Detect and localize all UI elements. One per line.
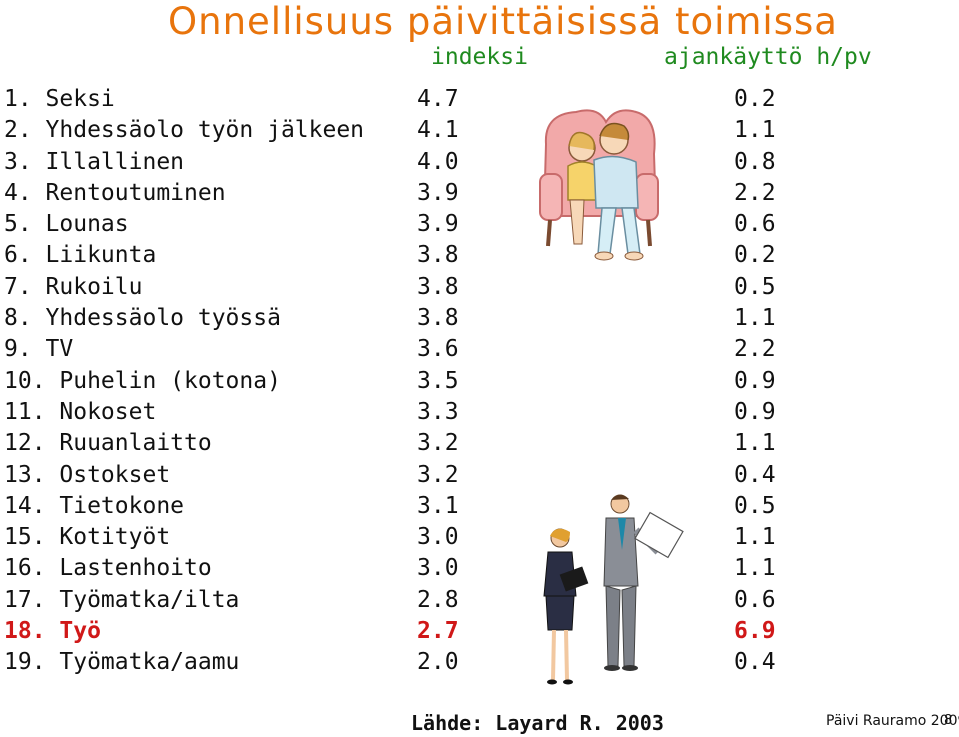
happiness-index: 3.8 [417, 305, 459, 332]
table-row: 18. Työ 2.7 6.9 [0, 618, 959, 649]
happiness-index: 2.0 [417, 649, 459, 676]
happiness-index: 4.7 [417, 86, 459, 112]
time-use-hours: 0.2 [734, 242, 776, 269]
happiness-index: 3.0 [417, 524, 459, 551]
activity-label: 15. Kotityöt [4, 524, 171, 551]
happiness-index: 3.5 [417, 367, 459, 394]
table-row: 9. TV 3.6 2.2 [0, 336, 959, 367]
time-use-hours: 0.9 [734, 398, 776, 425]
time-use-hours: 1.1 [734, 555, 776, 582]
activity-label: 4. Rentoutuminen [4, 179, 226, 206]
activity-table: 1. Seksi 4.7 0.2 2. Yhdessäolo työn jälkeen… [0, 86, 959, 681]
time-use-hours: 0.6 [734, 586, 776, 613]
activity-label: 10. Puhelin (kotona) [4, 367, 281, 394]
activity-label: 19. Työmatka/aamu [4, 649, 240, 676]
happiness-index: 3.9 [417, 179, 459, 206]
table-row: 6. Liikunta 3.8 0.2 [0, 242, 959, 273]
couple-illustration [539, 109, 659, 261]
activity-label: 16. Lastenhoito [4, 555, 212, 582]
office-workers-illustration [543, 494, 684, 685]
table-row: 4. Rentoutuminen 3.9 2.2 [0, 180, 959, 211]
activity-label: 13. Ostokset [4, 461, 171, 488]
author-credit: Päivi Rauramo 2009 [826, 713, 959, 729]
table-row: 5. Lounas 3.9 0.6 [0, 211, 959, 242]
table-row: 14. Tietokone 3.1 0.5 [0, 493, 959, 524]
time-use-hours: 0.6 [734, 211, 776, 238]
time-use-hours: 0.8 [734, 148, 776, 175]
activity-label: 9. TV [4, 336, 74, 363]
activity-label: 12. Ruuanlaitto [4, 430, 212, 457]
happiness-index: 3.1 [417, 492, 459, 519]
table-row: 11. Nokoset 3.3 0.9 [0, 399, 959, 430]
time-use-hours: 1.1 [734, 524, 776, 551]
source-citation: Lähde: Layard R. 2003 [411, 711, 664, 735]
happiness-index: 4.0 [417, 148, 459, 175]
table-row: 15. Kotityöt 3.0 1.1 [0, 524, 959, 555]
activity-label: 14. Tietokone [4, 492, 185, 519]
activity-label: 11. Nokoset [4, 398, 157, 425]
activity-label: 8. Yhdessäolo työssä [4, 305, 281, 332]
time-use-hours: 0.9 [734, 367, 776, 394]
happiness-index: 3.8 [417, 242, 459, 269]
activity-label: 5. Lounas [4, 211, 129, 238]
activity-label: 6. Liikunta [4, 242, 157, 269]
activity-label: 7. Rukoilu [4, 273, 143, 300]
activity-label: 18. Työ [4, 618, 101, 645]
activity-label: 17. Työmatka/ilta [4, 586, 240, 613]
table-row: 17. Työmatka/ilta 2.8 0.6 [0, 587, 959, 618]
page-number: 8 [944, 713, 953, 728]
time-use-hours: 0.4 [734, 649, 776, 676]
time-use-hours: 1.1 [734, 117, 776, 144]
time-use-hours: 1.1 [734, 305, 776, 332]
table-row: 19. Työmatka/aamu 2.0 0.4 [0, 649, 959, 680]
time-use-hours: 0.2 [734, 86, 776, 112]
time-use-hours: 0.5 [734, 492, 776, 519]
time-use-hours: 2.2 [734, 336, 776, 363]
time-column-header: ajankäyttö h/pv [664, 44, 872, 70]
happiness-index: 4.1 [417, 117, 459, 144]
time-use-hours: 0.4 [734, 461, 776, 488]
time-use-hours: 2.2 [734, 179, 776, 206]
table-row: 2. Yhdessäolo työn jälkeen 4.1 1.1 [0, 117, 959, 148]
index-column-header: indeksi [431, 44, 528, 70]
time-use-hours: 6.9 [734, 618, 776, 645]
happiness-index: 3.2 [417, 430, 459, 457]
happiness-index: 2.7 [417, 618, 459, 645]
table-row: 12. Ruuanlaitto 3.2 1.1 [0, 430, 959, 461]
page-title: Onnellisuus päivittäisissä toimissa [168, 0, 838, 43]
happiness-index: 3.8 [417, 273, 459, 300]
happiness-index: 3.9 [417, 211, 459, 238]
table-row: 1. Seksi 4.7 0.2 [0, 86, 959, 117]
activity-label: 1. Seksi [4, 86, 115, 112]
table-row: 10. Puhelin (kotona) 3.5 0.9 [0, 368, 959, 399]
happiness-index: 2.8 [417, 586, 459, 613]
table-row: 3. Illallinen 4.0 0.8 [0, 149, 959, 180]
happiness-index: 3.2 [417, 461, 459, 488]
table-row: 13. Ostokset 3.2 0.4 [0, 462, 959, 493]
table-row: 7. Rukoilu 3.8 0.5 [0, 274, 959, 305]
happiness-index: 3.0 [417, 555, 459, 582]
time-use-hours: 0.5 [734, 273, 776, 300]
table-row: 8. Yhdessäolo työssä 3.8 1.1 [0, 305, 959, 336]
time-use-hours: 1.1 [734, 430, 776, 457]
happiness-index: 3.3 [417, 398, 459, 425]
happiness-index: 3.6 [417, 336, 459, 363]
table-row: 16. Lastenhoito 3.0 1.1 [0, 555, 959, 586]
activity-label: 3. Illallinen [4, 148, 185, 175]
activity-label: 2. Yhdessäolo työn jälkeen [4, 117, 365, 144]
